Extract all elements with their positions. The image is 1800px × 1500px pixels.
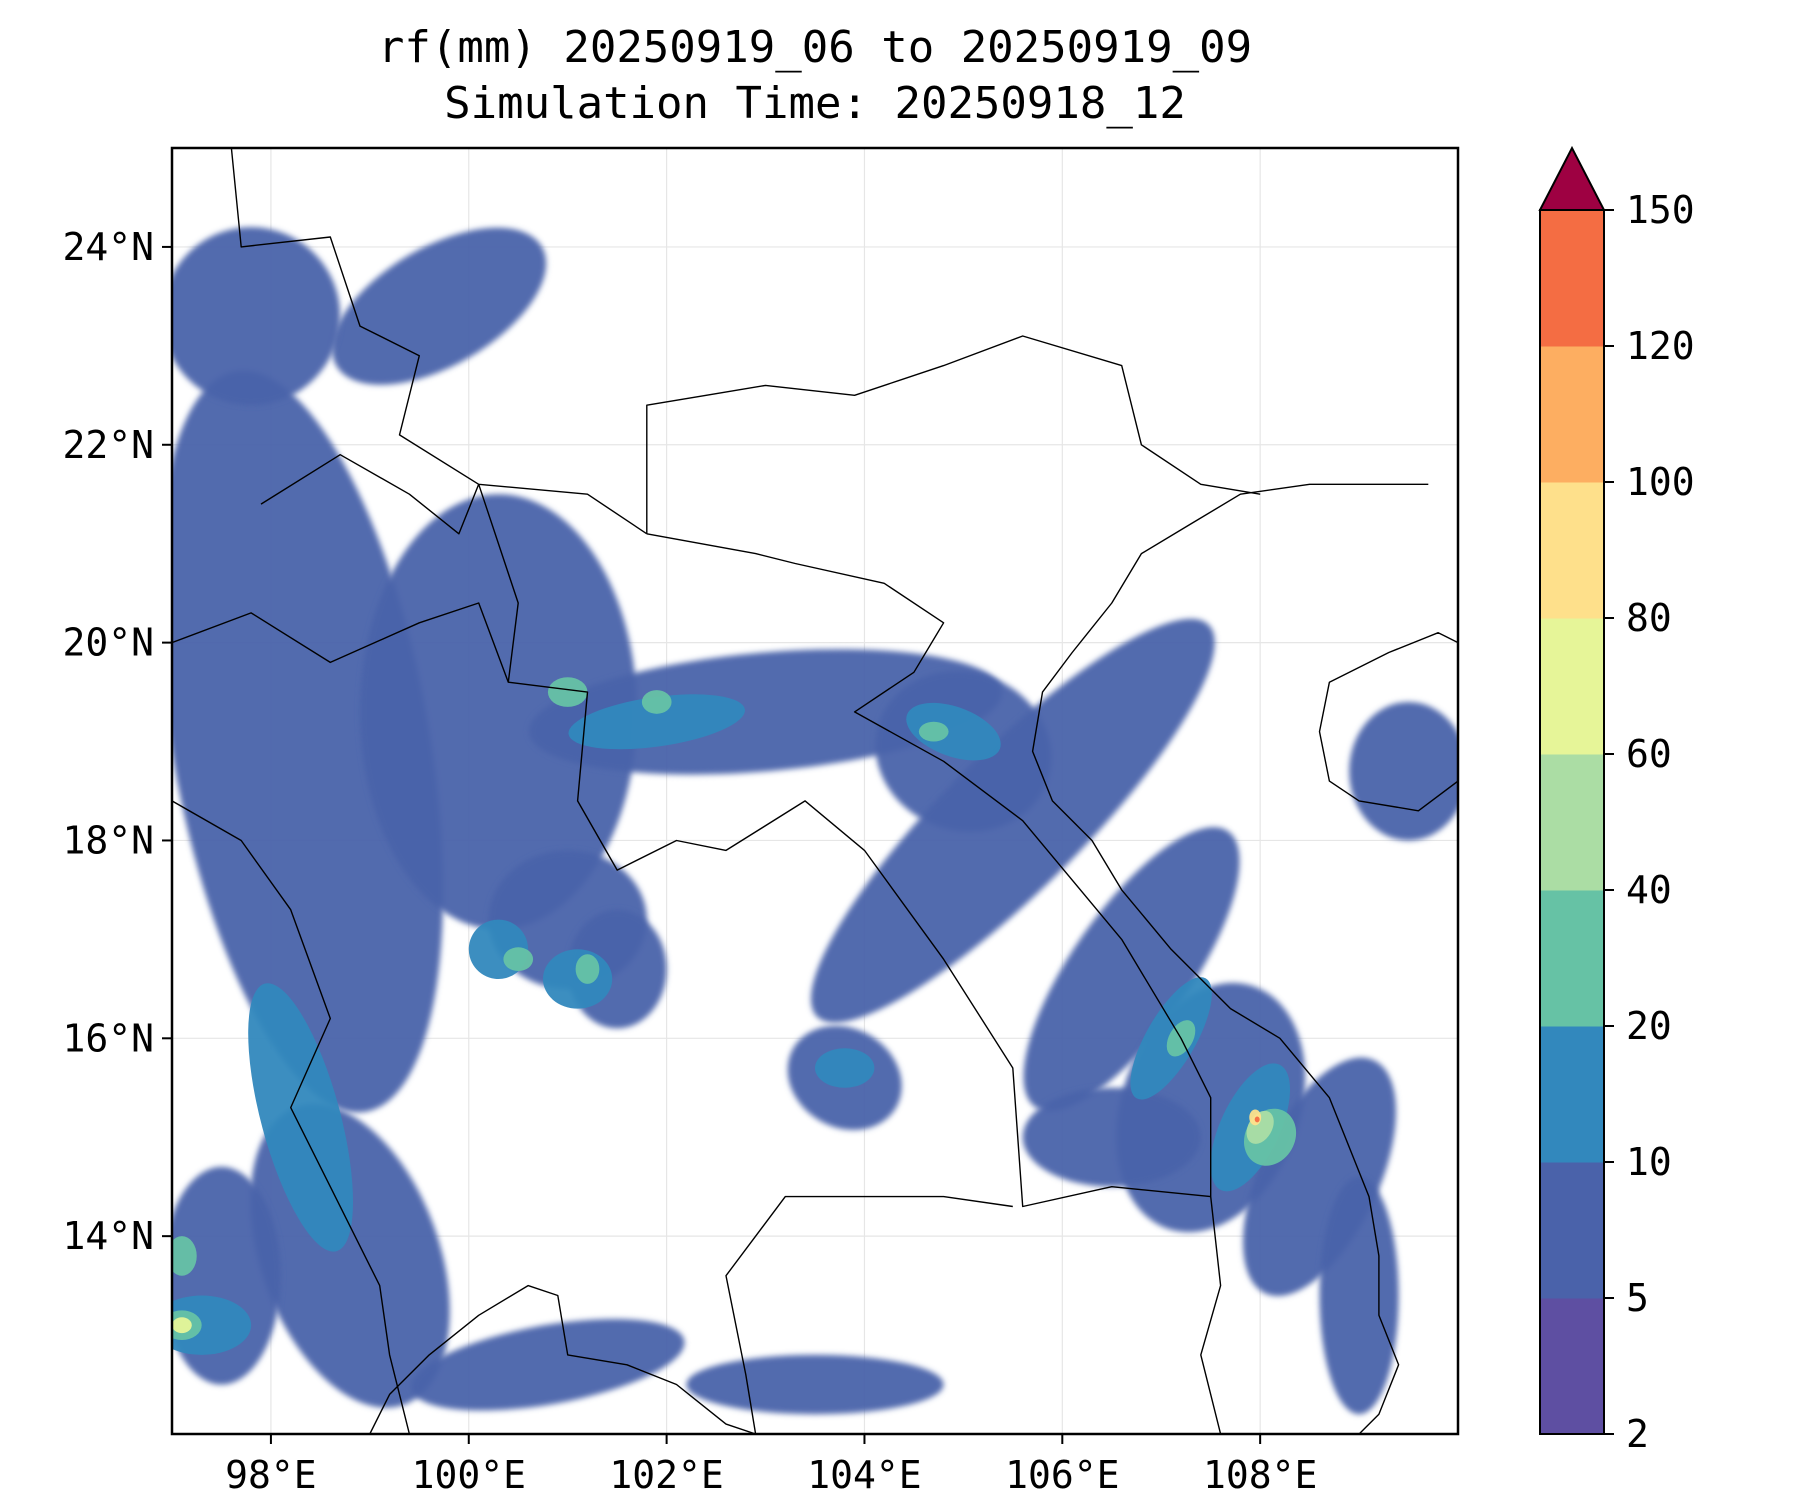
colorbar-tick-label: 80 xyxy=(1626,596,1672,640)
rainfall-band-level-3 xyxy=(641,690,672,714)
x-axis-ticks: 98°E 100°E 102°E 104°E 106°E 108°E xyxy=(225,1434,1317,1497)
colorbar-segment xyxy=(1540,346,1604,483)
rainfall-band-level-1 xyxy=(810,618,1215,1023)
rainfall-band-level-2 xyxy=(568,694,745,750)
coastline-gulf-of-thailand xyxy=(369,1284,756,1434)
y-tick-label: 22°N xyxy=(62,423,154,467)
rainfall-band-level-3 xyxy=(547,677,588,707)
country-borders xyxy=(172,148,1261,1434)
rainfall-band-level-1 xyxy=(1319,1176,1399,1415)
rainfall-band-level-5 xyxy=(172,1317,192,1334)
rainfall-band-level-2 xyxy=(906,702,1001,761)
rainfall-band-level-3 xyxy=(172,1236,197,1276)
rainfall-band-level-1 xyxy=(172,227,341,406)
y-axis-ticks: 14°N 16°N 18°N 20°N 22°N 24°N xyxy=(62,225,172,1258)
colorbar-segment xyxy=(1540,1298,1604,1435)
rainfall-band-level-8 xyxy=(1254,1116,1260,1123)
country-border xyxy=(646,533,1212,1197)
country-border xyxy=(478,484,1211,1208)
colorbar-extend-arrow xyxy=(1538,145,1606,211)
coastlines xyxy=(369,483,1458,1434)
rainfall-band-level-1 xyxy=(1023,827,1240,1111)
rainfall-band-level-3 xyxy=(503,947,534,972)
colorbar: 2 5 10 20 40 60 80 100 120 150 xyxy=(1538,145,1695,1456)
rainfall-band-level-1 xyxy=(1243,1057,1396,1297)
country-border xyxy=(260,454,480,535)
rainfall-band-level-2 xyxy=(248,983,353,1252)
colorbar-tick-label: 20 xyxy=(1626,1004,1672,1048)
colorbar-tick-label: 150 xyxy=(1626,188,1695,232)
colorbar-tick-label: 60 xyxy=(1626,732,1672,776)
x-tick-label: 98°E xyxy=(225,1453,317,1497)
country-border xyxy=(725,1195,1013,1434)
colorbar-segment xyxy=(1540,754,1604,891)
colorbar-segment xyxy=(1540,1026,1604,1163)
plot-frame xyxy=(170,146,1460,1436)
y-tick-label: 20°N xyxy=(62,621,154,665)
map-title-line-1: rf(mm) 20250919_06 to 20250919_09 xyxy=(377,22,1253,73)
rainfall-band-level-1 xyxy=(411,1318,685,1411)
y-tick-label: 16°N xyxy=(62,1016,154,1060)
country-border xyxy=(230,148,648,535)
rainfall-band-level-1 xyxy=(359,494,637,930)
rainfall-band-level-1 xyxy=(332,227,547,385)
country-border xyxy=(646,335,1261,534)
x-tick-label: 102°E xyxy=(609,1453,723,1497)
rainfall-band-level-2 xyxy=(815,1048,875,1088)
country-border xyxy=(172,800,411,1434)
colorbar-segment xyxy=(1540,482,1604,619)
y-tick-label: 18°N xyxy=(62,818,154,862)
colorbar-segment xyxy=(1540,1162,1604,1299)
rainfall-band-level-6 xyxy=(1249,1109,1262,1126)
rainfall-band-level-1 xyxy=(1022,1087,1201,1187)
colorbar-frame xyxy=(1539,209,1605,1435)
colorbar-tick-label: 10 xyxy=(1626,1140,1672,1184)
rainfall-band-level-2 xyxy=(542,949,613,1009)
coastline-hainan xyxy=(1318,632,1458,812)
country-border xyxy=(172,602,509,683)
y-tick-label: 14°N xyxy=(62,1214,154,1258)
colorbar-segment xyxy=(1540,210,1604,347)
colorbar-segment xyxy=(1540,618,1604,755)
x-tick-label: 108°E xyxy=(1203,1453,1317,1497)
x-tick-label: 106°E xyxy=(1005,1453,1119,1497)
country-border xyxy=(1200,1196,1222,1434)
colorbar-tick-label: 120 xyxy=(1626,324,1695,368)
colorbar-tick-label: 2 xyxy=(1626,1412,1649,1456)
y-tick-label: 24°N xyxy=(62,225,154,269)
x-tick-label: 100°E xyxy=(412,1453,526,1497)
map-title-line-2: Simulation Time: 20250918_12 xyxy=(444,78,1186,129)
rainfall-band-level-1 xyxy=(686,1354,944,1415)
x-tick-label: 104°E xyxy=(807,1453,921,1497)
coastline-vietnam xyxy=(1031,483,1429,1434)
colorbar-tick-label: 100 xyxy=(1626,460,1695,504)
rainfall-band-level-2 xyxy=(172,1295,252,1355)
rainfall-band-level-3 xyxy=(918,721,949,742)
colorbar-tick-label: 40 xyxy=(1626,868,1672,912)
rainfall-band-level-1 xyxy=(1349,701,1458,841)
colorbar-tick-label: 5 xyxy=(1626,1276,1649,1320)
rainfall-band-level-3 xyxy=(575,954,600,984)
colorbar-segment xyxy=(1540,890,1604,1027)
rainfall-band-level-1 xyxy=(172,370,444,1113)
